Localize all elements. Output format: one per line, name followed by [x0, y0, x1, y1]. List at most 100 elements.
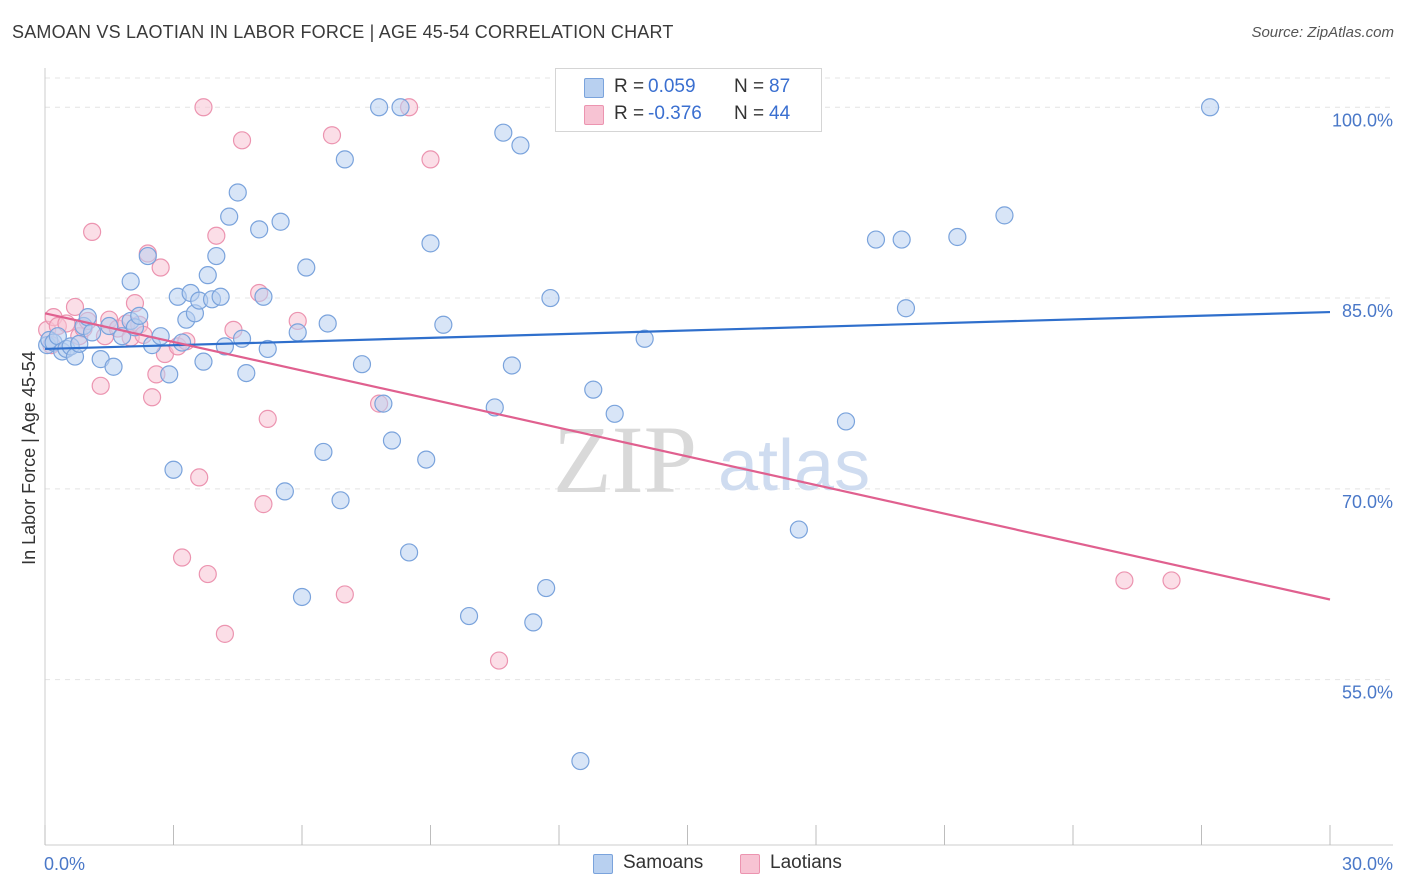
- samoan-point-64: [494, 123, 513, 142]
- samoan-point-71: [584, 380, 603, 399]
- laotian-point-30: [207, 226, 226, 245]
- laotian-point-35: [254, 495, 273, 514]
- samoan-point-70: [571, 751, 590, 771]
- samoan-point-78: [866, 230, 886, 249]
- samoan-point-32: [198, 266, 217, 285]
- samoan-point-47: [292, 587, 312, 607]
- samoan-point-59: [417, 450, 436, 469]
- samoans-n-value: 87: [769, 76, 791, 97]
- laotian-point-38: [322, 126, 342, 145]
- samoan-point-69: [541, 288, 560, 308]
- legend-laotians-swatch: [740, 854, 760, 874]
- samoan-point-50: [318, 314, 337, 333]
- samoan-point-38: [228, 183, 247, 202]
- samoan-point-40: [237, 363, 256, 383]
- laotian-point-42: [421, 150, 440, 169]
- samoan-point-34: [207, 246, 226, 266]
- watermark-atlas: atlas: [718, 426, 870, 506]
- samoan-point-65: [502, 356, 521, 375]
- laotian-point-45: [1162, 571, 1181, 590]
- samoans-points: [38, 98, 1220, 771]
- y-tick-label-2: 85.0%: [1342, 301, 1393, 321]
- laotians-r-label: R =: [614, 103, 645, 124]
- samoan-point-62: [459, 606, 479, 626]
- samoan-point-83: [1200, 98, 1220, 117]
- samoans-n-label: N =: [734, 76, 765, 97]
- y-axis-label: In Labor Force | Age 45-54: [19, 351, 39, 565]
- laotian-point-25: [172, 548, 192, 567]
- samoan-point-51: [331, 491, 350, 510]
- samoan-point-39: [232, 329, 252, 348]
- legend-laotians-label: Laotians: [770, 852, 842, 873]
- x-tick-label-min: 0.0%: [44, 854, 85, 874]
- laotians-n-label: N =: [734, 103, 765, 124]
- samoan-point-42: [254, 287, 273, 306]
- samoan-point-54: [370, 98, 389, 117]
- laotian-point-31: [215, 624, 234, 643]
- samoan-point-55: [374, 394, 393, 413]
- trend-lines: [44, 310, 1331, 601]
- samoan-point-24: [164, 460, 183, 479]
- laotians-n-value: 44: [769, 103, 791, 124]
- samoan-point-44: [271, 212, 290, 231]
- samoan-point-14: [104, 357, 123, 376]
- laotians-points: [38, 98, 1181, 670]
- samoan-point-79: [892, 230, 911, 249]
- samoan-point-45: [275, 482, 294, 501]
- samoan-point-82: [995, 206, 1014, 225]
- samoan-point-11: [83, 323, 102, 342]
- laotian-point-39: [335, 585, 354, 604]
- samoan-point-74: [635, 329, 654, 348]
- samoan-point-57: [391, 98, 410, 117]
- samoan-point-35: [211, 287, 230, 306]
- samoans-swatch: [584, 78, 604, 98]
- samoan-point-73: [605, 404, 624, 423]
- chart-title: SAMOAN VS LAOTIAN IN LABOR FORCE | AGE 4…: [12, 22, 674, 42]
- samoans-r-label: R =: [614, 76, 645, 97]
- samoan-point-67: [524, 613, 543, 632]
- samoan-point-23: [160, 365, 179, 384]
- samoan-point-53: [352, 355, 372, 374]
- samoan-point-41: [250, 220, 269, 239]
- axes: [44, 68, 1393, 846]
- x-tick-label-max: 30.0%: [1342, 854, 1393, 874]
- samoan-point-37: [220, 207, 239, 226]
- samoan-point-68: [537, 578, 556, 598]
- laotian-trend-line: [44, 312, 1331, 601]
- watermark-zip: ZIP: [553, 406, 697, 513]
- stats-legend: R = 0.059 N = 87 R = -0.376 N = 44: [555, 68, 822, 132]
- samoan-point-46: [288, 323, 307, 342]
- samoan-point-20: [138, 246, 157, 266]
- samoan-point-22: [151, 327, 170, 346]
- y-tick-label-1: 70.0%: [1342, 492, 1393, 512]
- laotian-point-9: [83, 222, 102, 242]
- laotian-point-43: [489, 651, 509, 670]
- laotian-point-22: [151, 258, 170, 277]
- samoan-point-36: [215, 337, 234, 356]
- samoan-point-81: [948, 227, 967, 247]
- source-label: Source: ZipAtlas.com: [1251, 24, 1394, 41]
- samoan-point-58: [399, 543, 419, 562]
- laotian-point-28: [194, 98, 213, 117]
- legend-samoans-swatch: [593, 854, 613, 874]
- laotian-point-36: [258, 409, 277, 428]
- samoans-r-value: 0.059: [648, 76, 696, 97]
- laotian-point-20: [142, 388, 162, 407]
- samoan-point-49: [314, 442, 333, 462]
- laotian-point-27: [190, 468, 209, 487]
- samoan-point-61: [434, 315, 453, 334]
- y-tick-label-3: 100.0%: [1332, 110, 1393, 130]
- legend-samoans-label: Samoans: [623, 852, 704, 873]
- laotian-point-44: [1115, 571, 1134, 590]
- samoan-point-56: [382, 431, 402, 450]
- samoan-point-77: [836, 412, 856, 431]
- samoan-point-19: [130, 306, 149, 325]
- laotian-point-29: [198, 564, 217, 584]
- laotians-r-value: -0.376: [648, 103, 702, 124]
- samoan-point-43: [258, 339, 277, 359]
- laotians-swatch: [584, 105, 604, 125]
- y-tick-labels: 55.0% 70.0% 85.0% 100.0%: [1332, 110, 1393, 702]
- y-tick-label-0: 55.0%: [1342, 683, 1393, 703]
- samoan-point-80: [896, 299, 916, 318]
